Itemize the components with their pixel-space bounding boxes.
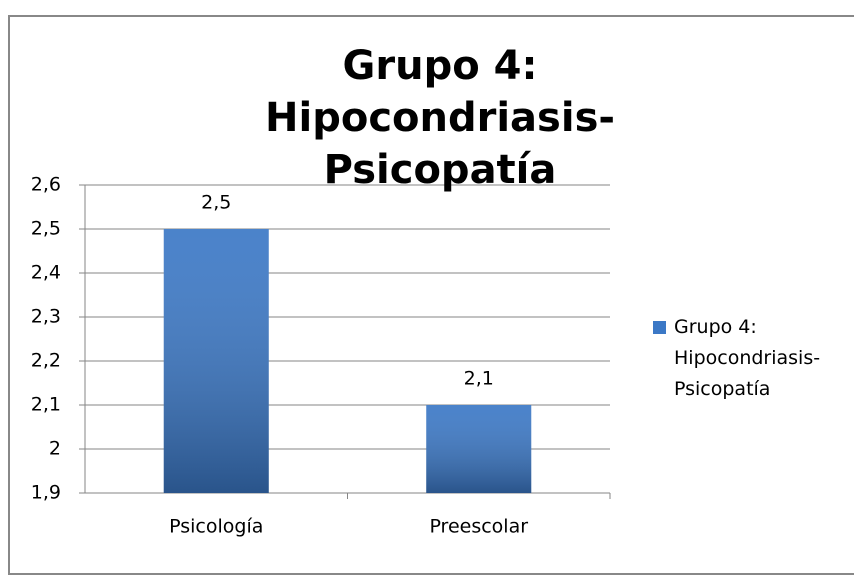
bar xyxy=(426,405,532,493)
y-tick-label: 2,5 xyxy=(31,218,61,240)
y-tick-label: 2,2 xyxy=(31,350,61,372)
legend-label: Grupo 4: Hipocondriasis-Psicopatía xyxy=(674,316,821,400)
x-tick-label: Psicología xyxy=(169,516,263,538)
bar xyxy=(163,229,269,493)
legend-swatch xyxy=(653,321,666,334)
y-tick-label: 2,3 xyxy=(31,306,61,328)
y-tick-label: 2,6 xyxy=(31,174,61,196)
y-tick-label: 2,1 xyxy=(31,394,61,416)
page: 1,9 2 2,1 2,2 2,3 2,4 2,5 2,6 Psicología 2,5 Prees… xyxy=(8,15,854,575)
data-label: 2,1 xyxy=(464,368,494,390)
data-label: 2,5 xyxy=(201,192,231,214)
y-tick-label: 1,9 xyxy=(31,482,61,504)
y-tick-label: 2 xyxy=(49,438,61,460)
y-tick-label: 2,4 xyxy=(31,262,61,284)
x-tick-label: Preescolar xyxy=(429,516,528,538)
chart-title: Grupo 4: Hipocondriasis-Psicopatía xyxy=(265,43,615,193)
